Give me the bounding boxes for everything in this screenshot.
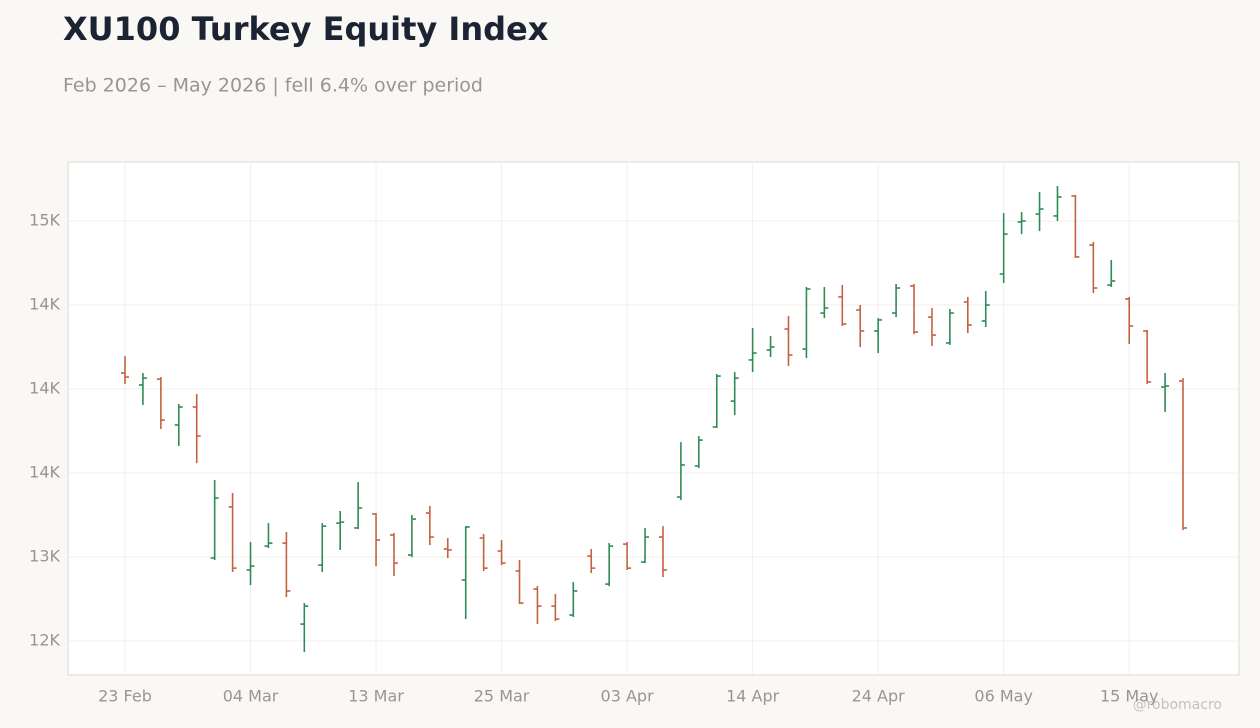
x-tick-label: 25 Mar — [474, 687, 530, 706]
chart-subtitle: Feb 2026 – May 2026 | fell 6.4% over per… — [63, 75, 483, 97]
plot-area — [67, 161, 1240, 676]
marks — [121, 186, 1187, 652]
y-tick-label: 15K — [29, 210, 60, 229]
y-tick-label: 12K — [29, 631, 60, 650]
x-tick-label: 24 Apr — [852, 687, 906, 706]
y-tick-label: 13K — [29, 547, 60, 566]
y-tick-label: 14K — [29, 463, 60, 482]
x-tick-label: 06 May — [974, 687, 1033, 706]
grid — [68, 162, 1239, 675]
watermark: @robomacro — [1133, 697, 1222, 713]
y-tick-label: 14K — [29, 294, 60, 313]
x-tick-label: 15 May — [1100, 687, 1159, 706]
chart-title: XU100 Turkey Equity Index — [63, 10, 549, 48]
x-tick-label: 23 Feb — [98, 687, 152, 706]
y-tick-label: 14K — [29, 379, 60, 398]
x-tick-label: 04 Mar — [223, 687, 279, 706]
x-tick-label: 14 Apr — [726, 687, 780, 706]
x-tick-label: 13 Mar — [348, 687, 404, 706]
x-tick-label: 03 Apr — [601, 687, 655, 706]
